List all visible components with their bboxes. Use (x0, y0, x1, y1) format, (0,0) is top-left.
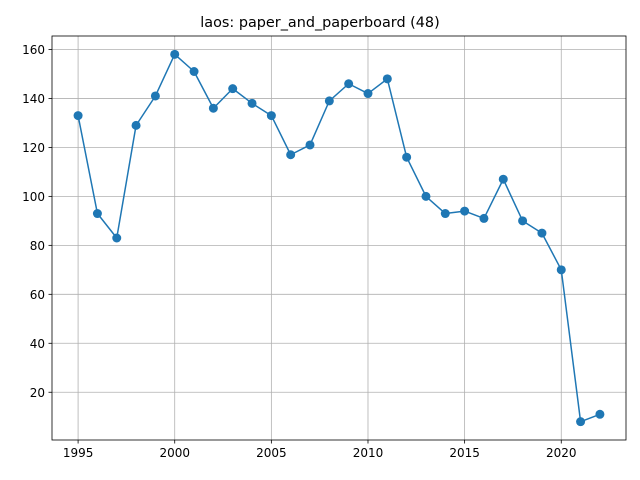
data-point (324, 96, 334, 106)
data-point (247, 98, 257, 108)
data-point (73, 111, 83, 121)
x-tick-label: 2010 (353, 446, 384, 460)
data-point (344, 79, 354, 89)
data-point (402, 152, 412, 162)
x-axis: 1995 2000 2005 2010 2015 2020 (63, 440, 577, 460)
data-point (382, 74, 392, 84)
data-point (556, 265, 566, 275)
data-point (460, 206, 470, 216)
data-point (421, 191, 431, 201)
data-point (518, 216, 528, 226)
data-point (189, 67, 199, 77)
data-point (537, 228, 547, 238)
x-tick-label: 1995 (63, 446, 94, 460)
data-point (208, 103, 218, 113)
data-point (576, 417, 586, 427)
y-tick-label: 60 (30, 288, 45, 302)
y-tick-label: 40 (30, 337, 45, 351)
y-tick-label: 120 (22, 141, 45, 155)
chart-title: laos: paper_and_paperboard (48) (200, 15, 439, 31)
series-line (77, 53, 601, 423)
data-point (363, 89, 373, 99)
y-tick-label: 80 (30, 239, 45, 253)
y-tick-label: 160 (22, 43, 45, 57)
data-point (498, 174, 508, 184)
data-point (266, 111, 276, 121)
y-tick-label: 20 (30, 386, 45, 400)
grid-lines (52, 36, 626, 440)
data-point (286, 150, 296, 160)
data-point (131, 120, 141, 130)
data-point (595, 409, 605, 419)
x-tick-label: 2000 (159, 446, 190, 460)
data-point (112, 233, 122, 243)
data-point (92, 209, 102, 219)
y-tick-label: 100 (22, 190, 45, 204)
data-point (440, 209, 450, 219)
data-point (150, 91, 160, 101)
x-tick-label: 2020 (546, 446, 577, 460)
x-tick-label: 2005 (256, 446, 287, 460)
data-point (228, 84, 238, 94)
series-layer (73, 49, 605, 427)
data-point (305, 140, 315, 150)
y-tick-label: 140 (22, 92, 45, 106)
x-tick-label: 2015 (449, 446, 480, 460)
data-point (170, 49, 180, 59)
axes-frame (51, 35, 627, 441)
data-point (479, 213, 489, 223)
y-axis: 20 40 60 80 100 120 140 160 (22, 43, 52, 400)
